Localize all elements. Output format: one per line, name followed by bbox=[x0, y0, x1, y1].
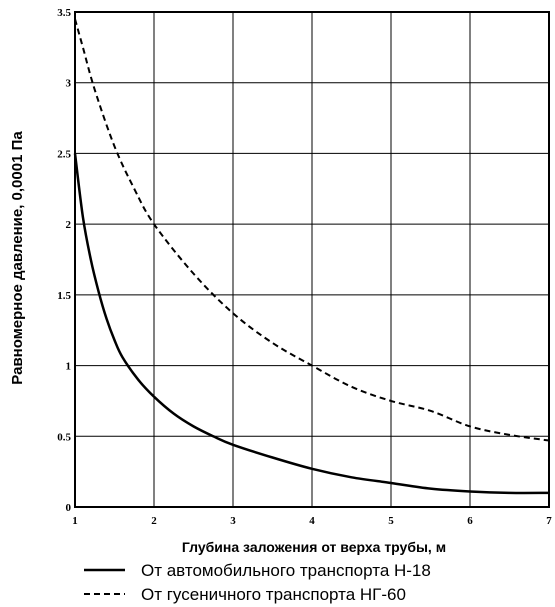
x-tick-label: 4 bbox=[309, 515, 315, 527]
x-tick-label: 7 bbox=[546, 515, 552, 527]
y-tick-label: 1.5 bbox=[57, 290, 71, 302]
legend-label-series-1: От автомобильного транспорта Н-18 bbox=[141, 561, 431, 580]
series-line-1 bbox=[73, 153, 550, 495]
plot-frame bbox=[74, 11, 550, 508]
y-axis-label: Равномерное давление, 0,0001 Па bbox=[9, 131, 26, 385]
y-tick-label: 0.5 bbox=[57, 431, 71, 443]
y-tick-label: 2 bbox=[66, 219, 72, 231]
series-group bbox=[73, 18, 550, 495]
x-tick-label: 2 bbox=[151, 515, 157, 527]
x-tick-label: 3 bbox=[230, 515, 236, 527]
x-tick-label: 1 bbox=[72, 515, 78, 527]
axes bbox=[74, 11, 550, 508]
y-tick-label: 2.5 bbox=[57, 148, 71, 160]
x-axis-label: Глубина заложения от верха трубы, м bbox=[182, 539, 446, 555]
legend: От автомобильного транспорта Н-18 От гус… bbox=[84, 561, 431, 604]
grid bbox=[74, 11, 550, 508]
x-tick-label: 6 bbox=[467, 515, 473, 527]
tick-labels: 1 2 3 4 5 6 7 0 0.5 1 1.5 2 2.5 3 3.5 bbox=[57, 7, 552, 527]
y-tick-label: 3 bbox=[66, 78, 72, 90]
y-tick-label: 1 bbox=[66, 361, 72, 373]
x-tick-label: 5 bbox=[388, 515, 394, 527]
legend-label-series-2: От гусеничного транспорта НГ-60 bbox=[141, 585, 406, 604]
y-tick-label: 3.5 bbox=[57, 7, 71, 19]
y-tick-label: 0 bbox=[66, 502, 72, 514]
series-line-2 bbox=[74, 18, 550, 442]
